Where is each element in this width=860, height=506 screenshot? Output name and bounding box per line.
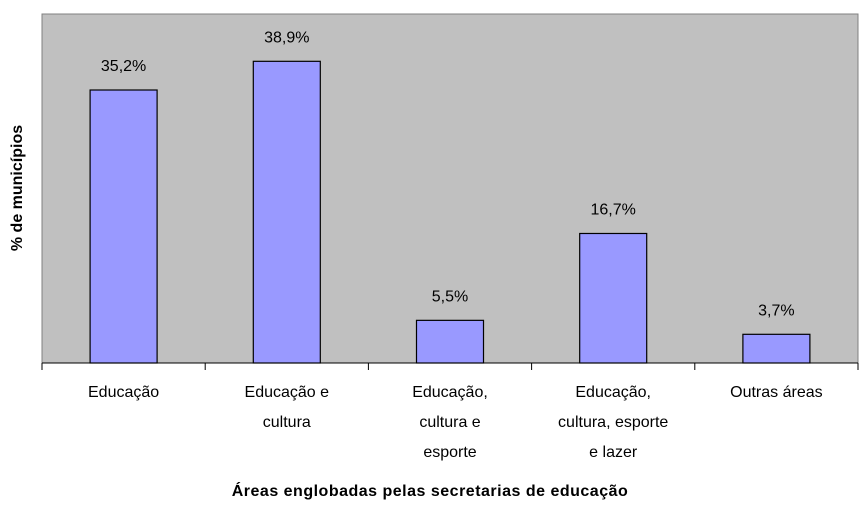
x-axis-title: Áreas englobadas pelas secretarias de ed… (232, 481, 629, 500)
plot-area (41, 13, 859, 364)
x-tick-label: Outras áreas (730, 384, 823, 401)
value-label: 5,5% (432, 289, 468, 306)
bar (742, 333, 811, 364)
value-label: 38,9% (264, 30, 309, 47)
bar (415, 319, 485, 364)
x-tick-label: Educação, cultura e esporte (412, 384, 488, 461)
x-tick-label: Educação (88, 384, 160, 401)
value-label: 3,7% (758, 303, 794, 320)
value-label: 16,7% (591, 202, 636, 219)
bar (252, 60, 321, 364)
value-label: 35,2% (101, 58, 146, 75)
bar (579, 232, 648, 364)
bar (89, 89, 158, 364)
x-tick-label: Educação, cultura, esporte e lazer (558, 384, 669, 461)
x-tick-label: Educação e cultura (244, 384, 330, 431)
y-axis-title: % de municípios (9, 125, 26, 251)
